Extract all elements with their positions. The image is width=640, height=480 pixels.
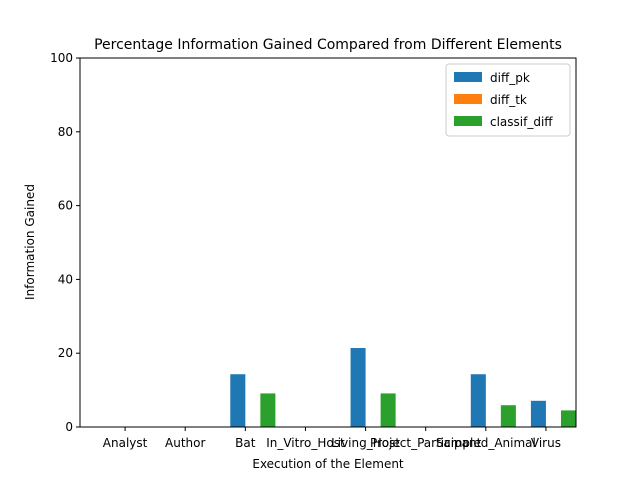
x-tick-label: Analyst <box>103 436 148 450</box>
bar-diff_pk-Bat <box>230 374 246 427</box>
bar-classif_diff-Virus <box>560 410 576 427</box>
bar-classif_diff-Living_Host <box>380 393 396 427</box>
y-tick-label: 0 <box>65 420 73 434</box>
x-tick-label: Sampled_Animal <box>436 436 536 450</box>
y-tick-label: 60 <box>58 199 73 213</box>
x-tick-label: Project_Participant <box>370 436 482 450</box>
y-tick-label: 100 <box>50 51 73 65</box>
legend-swatch-diff_tk <box>454 94 482 104</box>
y-axis-label: Information Gained <box>23 184 37 300</box>
x-tick-label: Bat <box>235 436 256 450</box>
legend: diff_pk diff_tk classif_diff <box>445 63 571 137</box>
x-axis-label: Execution of the Element <box>252 457 404 471</box>
legend-label-diff_tk: diff_tk <box>490 93 527 107</box>
bar-classif_diff-Bat <box>260 393 276 427</box>
x-tick-label: In_Vitro_Host <box>266 436 345 450</box>
x-tick-label: Author <box>165 436 205 450</box>
x-tick-label: Virus <box>531 436 561 450</box>
bar-diff_pk-Sampled_Animal <box>470 374 486 427</box>
legend-label-classif_diff: classif_diff <box>490 115 553 129</box>
legend-swatch-diff_pk <box>454 72 482 82</box>
legend-swatch-classif_diff <box>454 116 482 126</box>
bar-classif_diff-Sampled_Animal <box>500 405 516 427</box>
y-tick-label: 40 <box>58 272 73 286</box>
chart-title: Percentage Information Gained Compared f… <box>94 37 562 53</box>
y-axis: 0 20 40 60 80 100 <box>50 51 80 434</box>
bar-diff_pk-Virus <box>530 400 546 427</box>
bars-group <box>230 348 576 427</box>
x-tick-label: Living_Host <box>331 436 400 450</box>
bar-diff_pk-Living_Host <box>350 348 366 427</box>
plot-frame <box>79 57 577 428</box>
y-tick-label: 80 <box>58 125 73 139</box>
y-tick-label: 20 <box>58 346 73 360</box>
legend-label-diff_pk: diff_pk <box>490 71 530 85</box>
x-axis: Analyst Author Bat In_Vitro_HostLiving_Host… <box>103 427 561 450</box>
